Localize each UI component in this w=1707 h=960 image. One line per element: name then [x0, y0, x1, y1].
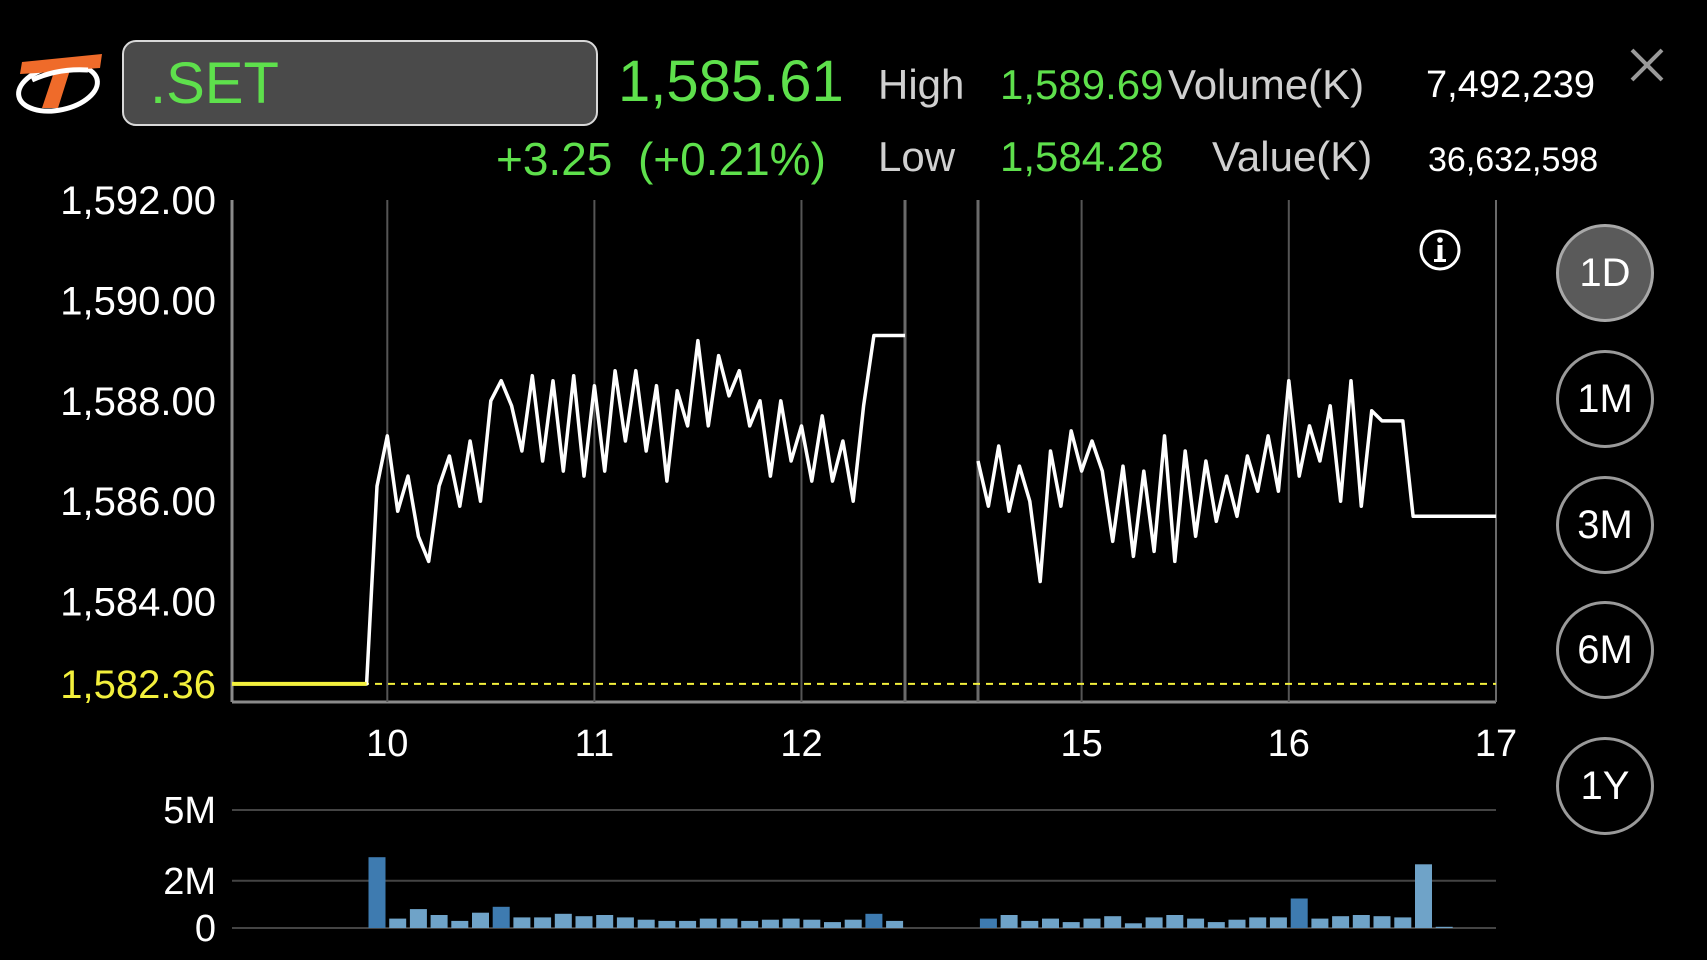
volume-bar [803, 919, 821, 928]
price-y-tick-label: 1,586.00 [60, 480, 216, 524]
volume-bar [1207, 922, 1225, 928]
price-y-axis: 1,592.00 1,590.00 1,588.00 1,586.00 1,584.00… [60, 179, 216, 707]
volume-bar [1394, 917, 1412, 928]
volume-bar [679, 920, 697, 928]
volume-bar [1249, 917, 1267, 928]
volume-bar [1062, 922, 1080, 928]
price-line-afternoon [976, 378, 1496, 584]
price-y-tick-label: 1,592.00 [60, 179, 216, 223]
volume-bar [1166, 915, 1184, 928]
period-button-1m[interactable]: 1M [1556, 350, 1654, 448]
price-y-tick-label: 1,590.00 [60, 279, 216, 323]
volume-bar [1083, 918, 1101, 928]
volume-bar [824, 922, 841, 928]
info-icon[interactable] [1418, 228, 1462, 272]
price-chart-grid [230, 200, 1497, 704]
volume-y-tick-label: 2M [163, 861, 216, 903]
brand-logo-icon [16, 54, 102, 114]
volume-bar [1187, 918, 1205, 928]
volume-bar [451, 920, 469, 928]
price-chart [232, 333, 1496, 686]
volume-y-axis: 5M 2M 0 [163, 790, 216, 950]
volume-bar [492, 906, 510, 928]
volume-bar [741, 920, 759, 928]
volume-bar [1290, 898, 1308, 928]
volume-bar [389, 918, 407, 928]
volume-chart [368, 857, 1453, 928]
volume-bar [534, 917, 552, 928]
price-x-tick-label: 11 [575, 723, 614, 765]
volume-y-tick-label: 5M [163, 790, 216, 832]
volume-bar [865, 913, 883, 928]
volume-bar [1104, 916, 1122, 928]
volume-bar [1415, 864, 1432, 928]
volume-bar [886, 920, 904, 928]
price-x-axis: 10 11 12 15 16 17 [366, 723, 1517, 765]
volume-bar [1311, 918, 1329, 928]
price-y-tick-label: 1,584.00 [60, 581, 216, 625]
volume-bar [1373, 916, 1391, 928]
volume-label: Volume(K) [1168, 61, 1365, 108]
volume-bar [782, 918, 800, 928]
price-x-tick-label: 16 [1268, 723, 1310, 765]
last-price: 1,585.61 [618, 49, 844, 114]
price-change: +3.25 (+0.21%) [496, 132, 826, 186]
symbol-text[interactable]: .SET [150, 51, 279, 116]
close-icon[interactable] [1622, 40, 1672, 90]
volume-bar [1000, 915, 1018, 928]
price-x-tick-label: 17 [1475, 723, 1517, 765]
low-label: Low [878, 133, 956, 180]
volume-bar [575, 916, 593, 928]
period-button-1d[interactable]: 1D [1556, 224, 1654, 322]
prev-close-label: 1,582.36 [60, 663, 216, 707]
volume-bar [513, 917, 531, 928]
price-x-tick-label: 15 [1060, 723, 1102, 765]
volume-bar [1332, 916, 1350, 928]
volume-bar [409, 909, 427, 928]
volume-bar [979, 918, 997, 928]
volume-y-tick-label: 0 [195, 908, 216, 950]
volume-bar [430, 915, 448, 928]
volume-bar [1228, 919, 1246, 928]
low-value: 1,584.28 [1000, 133, 1164, 180]
change-percent: (+0.21%) [637, 133, 826, 185]
volume-bar [1124, 923, 1142, 928]
volume-bar [1042, 918, 1059, 928]
volume-bar [472, 912, 489, 928]
price-x-tick-label: 12 [780, 723, 822, 765]
volume-bar [596, 915, 614, 928]
volume-bar [1269, 917, 1287, 928]
volume-bar [1145, 917, 1163, 928]
volume-bar [761, 919, 779, 928]
volume-bar [616, 917, 634, 928]
volume-bar [1435, 926, 1453, 928]
volume-bar [699, 918, 717, 928]
volume-bar [1021, 920, 1039, 928]
volume-bar [844, 919, 862, 928]
change-value: +3.25 [496, 133, 613, 185]
volume-bar [1352, 915, 1370, 928]
period-button-3m[interactable]: 3M [1556, 476, 1654, 574]
symbol-search-field[interactable] [122, 40, 598, 126]
volume-value: 7,492,239 [1426, 64, 1596, 106]
value-value: 36,632,598 [1428, 141, 1599, 179]
period-button-6m[interactable]: 6M [1556, 601, 1654, 699]
price-y-tick-label: 1,588.00 [60, 380, 216, 424]
high-label: High [878, 61, 965, 108]
period-button-1y[interactable]: 1Y [1556, 737, 1654, 835]
volume-bar [658, 920, 676, 928]
volume-bar [637, 919, 655, 928]
high-value: 1,589.69 [1000, 61, 1164, 108]
price-line-morning [232, 333, 905, 686]
value-label: Value(K) [1212, 133, 1373, 180]
volume-bar [368, 857, 386, 928]
volume-bar [554, 913, 572, 928]
volume-bar [720, 918, 738, 928]
price-x-tick-label: 10 [366, 723, 408, 765]
